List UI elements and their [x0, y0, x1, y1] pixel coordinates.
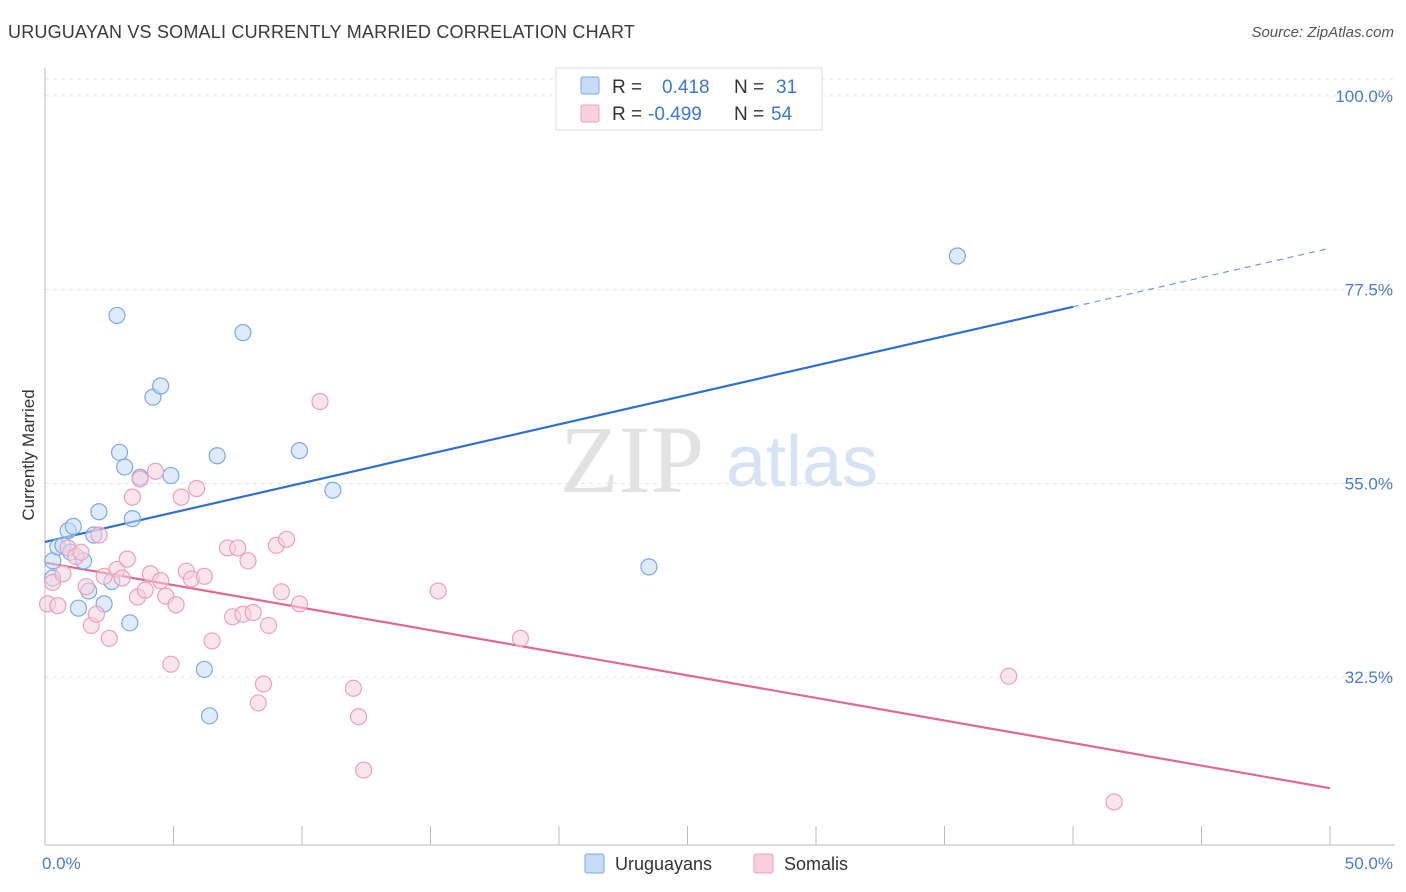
legend-swatch-uruguayans: [580, 76, 600, 95]
y-tick-label-0: 32.5%: [1345, 668, 1393, 687]
somali-point-40: [259, 616, 278, 635]
series-legend-label-uruguayans: Uruguayans: [615, 854, 712, 874]
uruguayan-point-21: [152, 377, 170, 395]
somali-point-30: [195, 567, 213, 585]
somali-point-10: [90, 526, 108, 544]
somali-point-16: [123, 488, 141, 506]
uruguayan-point-11: [90, 503, 108, 521]
uruguayan-trend-line: [44, 305, 1074, 543]
uruguayan-point-14: [108, 306, 126, 325]
uruguayan-point-7: [69, 599, 88, 617]
somali-point-12: [100, 629, 118, 647]
somali-point-29: [188, 479, 206, 498]
stats-legend-box: [555, 67, 823, 131]
somali-point-26: [172, 488, 190, 506]
somali-point-51: [1000, 667, 1018, 685]
uruguayan-point-15: [110, 443, 129, 461]
somali-point-19: [136, 581, 154, 599]
uruguayan-point-24: [200, 707, 219, 725]
legend-n-value-2: 54: [771, 104, 793, 125]
uruguayan-point-30: [948, 247, 966, 265]
y-axis-title: Currently Married: [19, 389, 38, 520]
chart-title: URUGUAYAN VS SOMALI CURRENTLY MARRIED CO…: [8, 22, 636, 42]
x-tick-label-0: 0.0%: [42, 854, 81, 873]
series-legend-swatch-uruguayans: [584, 853, 605, 874]
somali-point-25: [167, 596, 185, 614]
somali-point-18: [131, 470, 149, 488]
uruguayan-point-18: [123, 510, 141, 528]
legend-r-value-1: 0.418: [662, 77, 710, 98]
somali-point-43: [277, 530, 296, 548]
somali-point-48: [355, 761, 373, 779]
somali-point-2: [49, 597, 67, 615]
x-tick-label-1: 50.0%: [1345, 854, 1393, 873]
somali-point-24: [162, 655, 180, 673]
uruguayan-point-25: [208, 447, 226, 465]
uruguayan-point-26: [234, 324, 252, 342]
somali-point-3: [54, 565, 72, 583]
somali-point-6: [72, 543, 90, 561]
somali-point-37: [244, 603, 262, 622]
uruguayan-point-27: [290, 442, 309, 460]
tick-labels: 32.5% 55.0% 77.5% 100.0% 0.0% 50.0%: [42, 87, 1393, 873]
somali-point-45: [311, 392, 329, 411]
stats-legend: R = 0.418 N = 31 R = -0.499 N = 54: [555, 67, 823, 131]
somali-point-50: [511, 629, 530, 647]
somali-point-44: [290, 595, 309, 613]
watermark-atlas: atlas: [726, 422, 878, 502]
somali-point-7: [77, 578, 95, 596]
grid-lines: [45, 78, 1395, 678]
uruguayan-point-29: [640, 558, 658, 576]
source-label: Source: ZipAtlas.com: [1251, 24, 1394, 41]
somali-point-22: [152, 572, 170, 590]
uruguayan-point-28: [324, 481, 342, 499]
legend-r-value-2: -0.499: [648, 104, 702, 125]
legend-n-value-1: 31: [776, 77, 797, 98]
legend-r-label-2: R =: [612, 104, 642, 125]
y-tick-label-3: 100.0%: [1335, 87, 1393, 106]
uruguayan-point-17: [121, 614, 139, 632]
somali-point-46: [344, 679, 362, 697]
legend-n-label-1: N =: [734, 77, 764, 98]
somali-point-15: [118, 550, 136, 568]
somali-point-38: [249, 694, 267, 712]
legend-n-label-2: N =: [734, 104, 764, 125]
trend-lines: [44, 247, 1331, 790]
watermark-zip: ZIP: [560, 406, 704, 513]
axes: [44, 68, 1395, 846]
data-points: [38, 247, 1123, 811]
somali-point-47: [349, 708, 368, 726]
somali-point-9: [87, 605, 106, 623]
somali-point-42: [272, 583, 291, 601]
somali-point-49: [429, 582, 447, 600]
uruguayan-point-16: [116, 458, 134, 476]
somali-point-36: [239, 552, 257, 570]
somali-point-14: [113, 569, 131, 587]
somali-point-21: [146, 462, 165, 480]
uruguayan-point-23: [195, 660, 213, 678]
uruguayan-point-6: [64, 517, 82, 535]
legend-r-label-1: R =: [612, 77, 642, 98]
somali-trend-line: [44, 561, 1331, 790]
series-legend: Uruguayans Somalis: [584, 853, 848, 874]
somali-point-39: [254, 675, 273, 693]
somali-point-52: [1105, 793, 1123, 811]
uruguayan-trend-extension: [1072, 247, 1331, 308]
y-tick-label-1: 55.0%: [1345, 474, 1393, 493]
series-legend-label-somalis: Somalis: [784, 854, 848, 874]
somali-point-31: [203, 632, 221, 650]
y-tick-label-2: 77.5%: [1345, 281, 1393, 300]
uruguayan-point-22: [162, 466, 180, 485]
series-legend-swatch-somalis: [753, 853, 774, 874]
somali-point-34: [229, 539, 247, 557]
legend-swatch-somalis: [580, 104, 600, 123]
